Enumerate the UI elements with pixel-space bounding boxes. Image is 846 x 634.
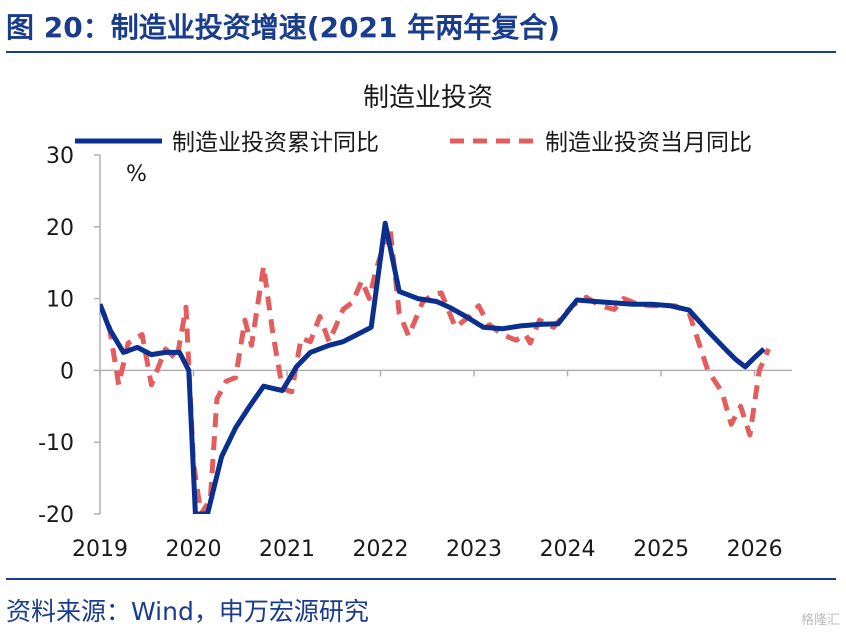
y-tick-label: -10 [38,431,74,456]
x-tick-label: 2021 [259,537,315,562]
x-tick-label: 2019 [72,537,128,562]
y-tick-label: 10 [46,288,74,313]
legend: 制造业投资累计同比 制造业投资当月同比 [75,130,752,156]
legend-label: 制造业投资累计同比 [172,130,379,156]
source-rule [6,578,836,580]
x-tick-label: 2020 [166,537,222,562]
legend-label: 制造业投资当月同比 [545,130,752,156]
legend-item-cumulative: 制造业投资累计同比 [75,130,379,156]
x-tick-label: 2023 [446,537,502,562]
figure-title: 图 20：制造业投资增速(2021 年两年复合) [6,11,560,44]
y-tick-label: 20 [46,216,74,241]
legend-item-monthly: 制造业投资当月同比 [450,130,752,156]
x-tick-label: 2022 [353,537,409,562]
series-line-cumulative [100,220,766,514]
chart-title: 制造业投资 [363,83,493,113]
watermark: 格隆汇 [800,613,840,628]
y-unit-label: % [126,162,147,187]
x-tick-label: 2024 [540,537,596,562]
source-note: 资料来源：Wind，申万宏源研究 [6,597,369,626]
x-tick-label: 2025 [633,537,689,562]
y-tick-label: -20 [38,503,74,528]
axes: 30 20 10 0 -10 -20 2019 2020 2021 2022 2023 2024 202… [38,144,792,562]
y-tick-label: 0 [60,359,74,384]
y-tick-label: 30 [46,144,74,169]
series-layer [100,220,771,514]
title-rule [6,51,836,53]
x-tick-label: 2026 [727,537,783,562]
